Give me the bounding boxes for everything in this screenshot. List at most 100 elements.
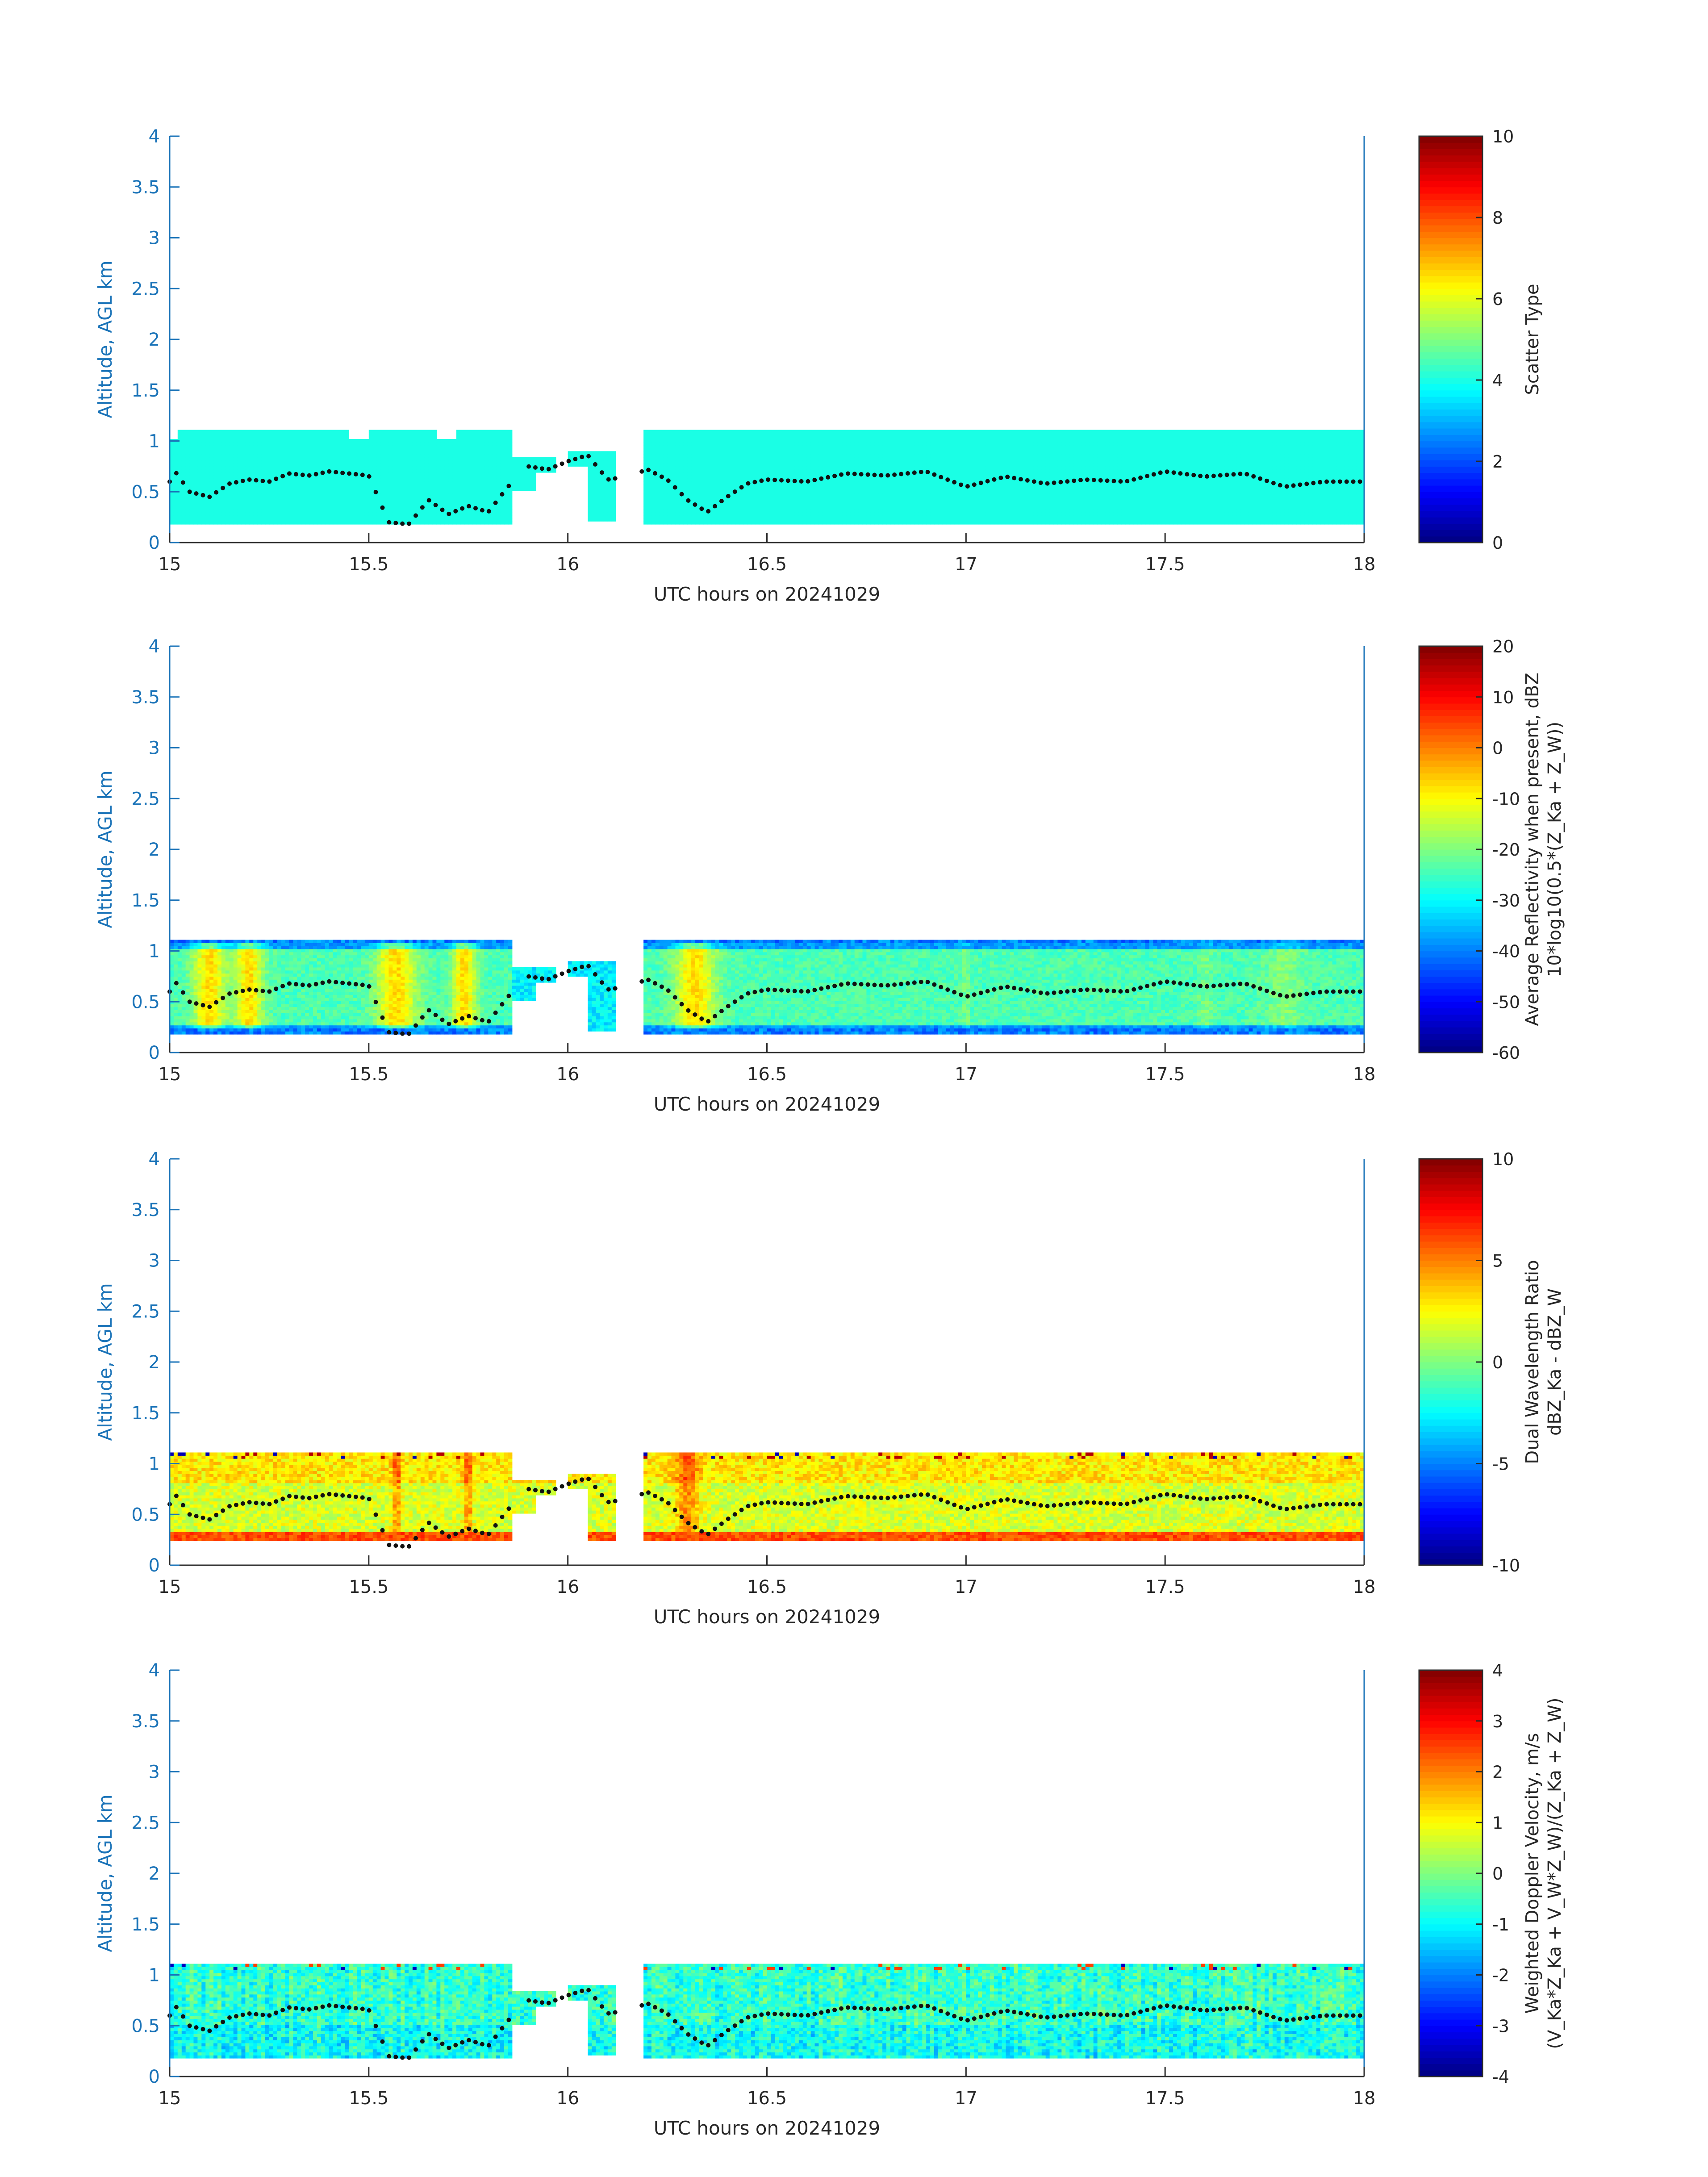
heatmap-cell [767,491,772,494]
heatmap-cell [238,460,242,464]
heatmap-cell [890,506,895,509]
heatmap-cell [799,445,803,448]
heatmap-cell [230,476,234,479]
heatmap-cell [285,476,290,479]
heatmap-cell [197,436,202,439]
heatmap-cell [699,476,704,479]
heatmap-cell [886,503,891,506]
heatmap-cell [703,488,708,491]
heatmap-cell [898,430,903,433]
heatmap-cell [520,457,525,460]
heatmap-cell [759,521,764,524]
heatmap-cell [819,442,823,445]
heatmap-cell [723,509,727,512]
heatmap-cell [902,464,907,467]
heatmap-cell [803,464,807,467]
heatmap-cell [831,439,835,442]
heatmap-cell [190,472,194,476]
heatmap-cell [815,454,819,457]
heatmap-cell [357,451,361,454]
heatmap-cell [429,469,433,472]
heatmap-cell [293,448,297,451]
heatmap-cell [894,512,899,515]
heatmap-cell [763,485,768,488]
heatmap-cell [388,433,393,436]
heatmap-cell [668,460,672,464]
heatmap-cell [373,464,377,467]
heatmap-cell [321,512,326,515]
heatmap-cell [297,442,301,445]
heatmap-cell [751,500,756,503]
heatmap-cell [851,506,855,509]
heatmap-cell [205,451,210,454]
heatmap-cell [456,469,461,472]
heatmap-cell [333,457,338,460]
heatmap-cell [831,509,835,512]
heatmap-cell [285,494,290,497]
heatmap-cell [699,451,704,454]
heatmap-cell [843,451,847,454]
heatmap-cell [775,512,779,515]
heatmap-cell [894,436,899,439]
heatmap-cell [807,448,811,451]
heatmap-cell [397,488,401,491]
heatmap-cell [608,488,612,491]
heatmap-cell [397,451,401,454]
heatmap-cell [763,518,768,521]
heatmap-cell [819,433,823,436]
heatmap-cell [393,451,397,454]
heatmap-cell [870,497,875,500]
heatmap-cell [409,500,413,503]
heatmap-cell [452,491,457,494]
heatmap-cell [528,479,533,482]
heatmap-cell [293,439,297,442]
heatmap-cell [651,433,656,436]
heatmap-cell [699,521,704,524]
heatmap-cell [588,464,592,467]
heatmap-cell [313,500,317,503]
heatmap-cell [855,506,859,509]
heatmap-cell [604,494,608,497]
heatmap-cell [448,518,453,521]
heatmap-cell [417,439,421,442]
heatmap-cell [819,436,823,439]
heatmap-cell [377,521,381,524]
heatmap-cell [679,442,684,445]
heatmap-cell [882,500,887,503]
heatmap-cell [894,494,899,497]
heatmap-cell [190,479,194,482]
heatmap-cell [906,500,911,503]
heatmap-cell [819,482,823,485]
heatmap-cell [484,445,489,448]
heatmap-cell [592,515,596,518]
heatmap-cell [289,482,294,485]
heatmap-cell [672,457,676,460]
heatmap-cell [182,509,186,512]
heatmap-cell [293,436,297,439]
heatmap-cell [425,491,429,494]
heatmap-cell [870,479,875,482]
heatmap-cell [409,442,413,445]
heatmap-cell [827,454,831,457]
heatmap-cell [305,433,309,436]
heatmap-cell [791,503,795,506]
heatmap-cell [230,445,234,448]
heatmap-cell [440,497,445,500]
heatmap-cell [337,482,342,485]
heatmap-cell [811,485,815,488]
heatmap-cell [381,488,385,491]
heatmap-cell [337,488,342,491]
heatmap-cell [532,469,536,472]
heatmap-cell [672,500,676,503]
heatmap-cell [492,436,497,439]
heatmap-cell [735,457,739,460]
heatmap-cell [687,433,692,436]
heatmap-cell [369,521,373,524]
heatmap-cell [440,445,445,448]
heatmap-cell [484,485,489,488]
heatmap-cell [755,491,760,494]
heatmap-cell [647,454,652,457]
heatmap-cell [234,439,238,442]
heatmap-cell [257,448,262,451]
heatmap-cell [755,460,760,464]
